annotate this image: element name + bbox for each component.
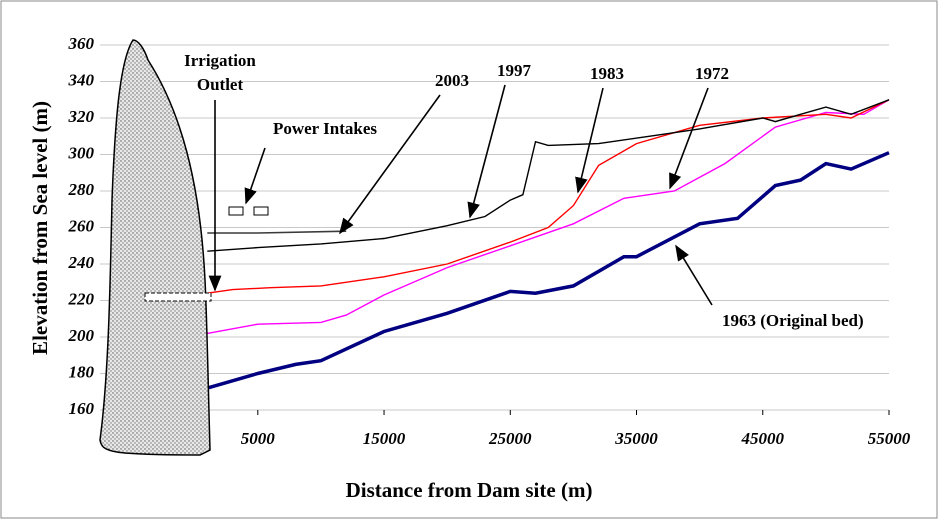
lines [206, 99, 890, 390]
y-tick-label: 360 [68, 34, 95, 53]
arrow [244, 147, 266, 205]
power-intake [253, 206, 269, 216]
y-tick-label: 180 [69, 362, 95, 381]
y-tick-label: 320 [68, 107, 95, 126]
y-tick-label: 220 [68, 289, 95, 308]
arrow [675, 244, 713, 306]
series-label: 2003 [435, 71, 469, 90]
y-tick-label: 340 [68, 70, 95, 89]
arrow [575, 87, 604, 194]
series-label: 1997 [497, 61, 532, 80]
x-tick-label: 45000 [741, 429, 785, 448]
irrigation-pipe [144, 292, 212, 302]
x-axis-title: Distance from Dam site (m) [346, 478, 593, 502]
y-tick-label: 260 [68, 216, 95, 235]
x-tick-label: 35000 [614, 429, 658, 448]
arrow [467, 84, 506, 219]
labels: 160 180 200 220 240 260 280 300 320 340 360 5000 150… [68, 34, 911, 448]
series-line [207, 99, 890, 335]
series-label: 1963 (Original bed) [722, 311, 864, 330]
annotation: Power Intakes [273, 119, 377, 138]
y-tick-label: 200 [68, 326, 95, 345]
y-tick-label: 300 [68, 143, 95, 162]
y-tick-label: 160 [69, 399, 95, 418]
arrow [339, 94, 441, 235]
annotation: Irrigation [184, 51, 256, 70]
y-tick-label: 280 [68, 180, 95, 199]
dam [99, 39, 211, 456]
series-label: 1983 [590, 64, 624, 83]
arrow [669, 87, 709, 190]
series-label: 1972 [695, 64, 729, 83]
x-tick-label: 55000 [868, 429, 911, 448]
annotation: Outlet [197, 75, 244, 94]
x-tick-label: 25000 [488, 429, 532, 448]
grid [100, 44, 890, 415]
series-line [207, 99, 890, 252]
arrows [208, 84, 713, 306]
power-intake [228, 206, 244, 216]
series-line [207, 230, 347, 234]
y-axis-title: Elevation from Sea level (m) [28, 101, 52, 355]
series-line [206, 151, 890, 390]
y-tick-label: 240 [68, 253, 95, 272]
x-tick-label: 5000 [241, 429, 276, 448]
x-tick-label: 15000 [363, 429, 406, 448]
